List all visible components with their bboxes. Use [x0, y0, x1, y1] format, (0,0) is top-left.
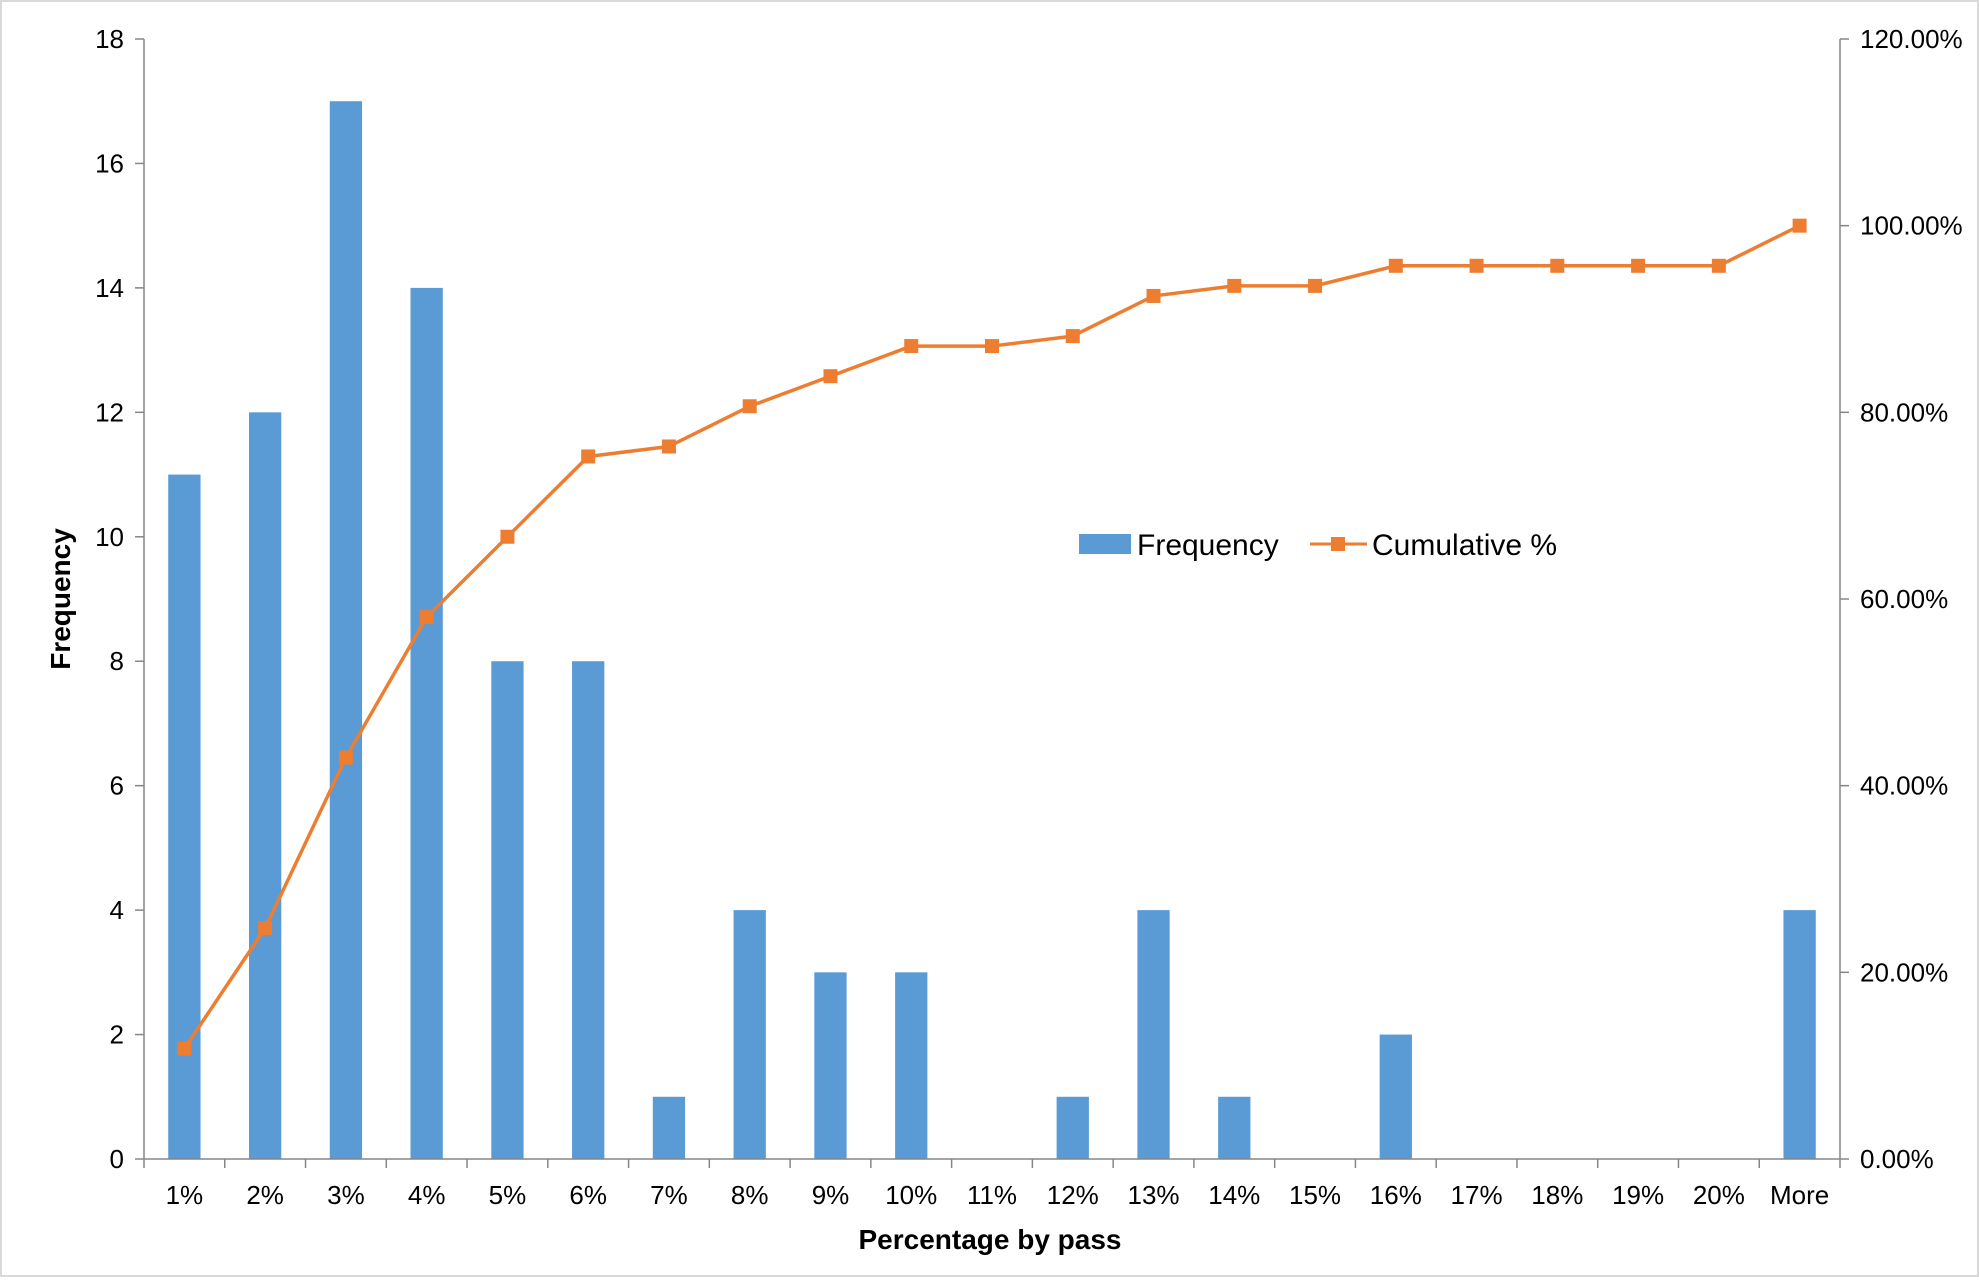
x-tick-label: 3%: [327, 1180, 365, 1210]
cumulative-point-7%: [661, 439, 676, 454]
bar-1%: [168, 474, 201, 1159]
x-tick-label: 14%: [1208, 1180, 1260, 1210]
legend-frequency-swatch: [1079, 534, 1131, 554]
x-axis-title: Percentage by pass: [858, 1224, 1121, 1255]
cumulative-point-14%: [1227, 278, 1242, 293]
bar-2%: [248, 412, 282, 1160]
frequency-bars: [168, 101, 1816, 1160]
y2-tick-label: 120.00%: [1860, 24, 1963, 54]
y2-tick-label: 60.00%: [1860, 584, 1948, 614]
bar-6%: [572, 661, 605, 1159]
cumulative-point-More: [1792, 218, 1807, 233]
y2-tick-label: 20.00%: [1860, 957, 1948, 987]
legend-cumulative-label: Cumulative %: [1372, 529, 1557, 562]
x-tick-label: 7%: [650, 1180, 688, 1210]
y2-tick-label: 0.00%: [1860, 1144, 1934, 1174]
cumulative-point-2%: [258, 921, 273, 936]
bar-14%: [1218, 1096, 1251, 1159]
x-tick-label: 20%: [1693, 1180, 1745, 1210]
tick-labels: 1% 2% 3% 4% 5% 6% 7% 8% 9% 10% 11% 12% 13% 14% 15% 16% 1…: [95, 24, 1963, 1210]
cumulative-point-10%: [904, 339, 919, 354]
x-tick-label: 12%: [1047, 1180, 1099, 1210]
x-tick-label: 1%: [166, 1180, 204, 1210]
cumulative-line: [177, 218, 1807, 1056]
bar-10%: [895, 972, 928, 1159]
bar-More: [1783, 910, 1816, 1159]
x-tick-label: 13%: [1127, 1180, 1179, 1210]
cumulative-point-8%: [742, 399, 757, 414]
cumulative-point-1%: [177, 1041, 192, 1056]
x-tick-label: 5%: [489, 1180, 527, 1210]
cumulative-point-19%: [1631, 258, 1646, 273]
y2-tick-label: 100.00%: [1860, 211, 1963, 241]
bar-16%: [1379, 1034, 1412, 1159]
x-tick-label: 8%: [731, 1180, 769, 1210]
x-tick-label: 10%: [885, 1180, 937, 1210]
x-tick-label: 9%: [812, 1180, 850, 1210]
legend-cumulative-marker: [1331, 537, 1345, 551]
bar-12%: [1056, 1096, 1089, 1159]
bar-7%: [652, 1096, 686, 1159]
x-tick-label: 15%: [1289, 1180, 1341, 1210]
cumulative-point-15%: [1308, 278, 1323, 293]
cumulative-point-5%: [500, 529, 515, 544]
cumulative-point-18%: [1550, 258, 1565, 273]
y-tick-label: 16: [95, 148, 124, 178]
x-tick-label: 4%: [408, 1180, 446, 1210]
x-tick-label: 16%: [1370, 1180, 1422, 1210]
x-tick-label: 2%: [246, 1180, 284, 1210]
y-tick-label: 4: [110, 895, 124, 925]
x-tick-label: 19%: [1612, 1180, 1664, 1210]
y-tick-label: 6: [110, 771, 124, 801]
legend-frequency-label: Frequency: [1137, 529, 1279, 562]
y-tick-label: 14: [95, 273, 124, 303]
y-tick-label: 18: [95, 24, 124, 54]
x-tick-label: 11%: [967, 1180, 1017, 1210]
y2-tick-label: 80.00%: [1860, 397, 1948, 427]
y-tick-label: 0: [110, 1144, 124, 1174]
y-tick-label: 10: [95, 522, 124, 552]
y-tick-label: 2: [110, 1020, 124, 1050]
y2-tick-label: 40.00%: [1860, 771, 1948, 801]
bar-4%: [410, 287, 443, 1159]
cumulative-point-12%: [1065, 329, 1080, 344]
axes: [135, 38, 1849, 1168]
x-tick-label: More: [1770, 1180, 1829, 1210]
bar-3%: [329, 101, 363, 1160]
cumulative-point-3%: [338, 750, 353, 765]
cumulative-point-16%: [1388, 258, 1403, 273]
bar-8%: [733, 910, 766, 1159]
y-axis-title: Frequency: [45, 528, 76, 670]
bar-9%: [814, 972, 847, 1159]
x-tick-label: 17%: [1451, 1180, 1503, 1210]
cumulative-point-17%: [1469, 258, 1484, 273]
cumulative-point-6%: [581, 449, 596, 464]
legend: Frequency Cumulative %: [1079, 529, 1557, 562]
bar-13%: [1137, 910, 1170, 1159]
cumulative-point-13%: [1146, 288, 1161, 303]
x-tick-label: 6%: [569, 1180, 607, 1210]
cumulative-point-20%: [1711, 258, 1726, 273]
y-tick-label: 12: [95, 397, 124, 427]
y-tick-label: 8: [110, 646, 124, 676]
bar-5%: [491, 661, 524, 1159]
cumulative-point-11%: [985, 339, 999, 354]
cumulative-point-9%: [823, 369, 838, 384]
x-tick-label: 18%: [1531, 1180, 1583, 1210]
cumulative-point-4%: [419, 610, 434, 625]
